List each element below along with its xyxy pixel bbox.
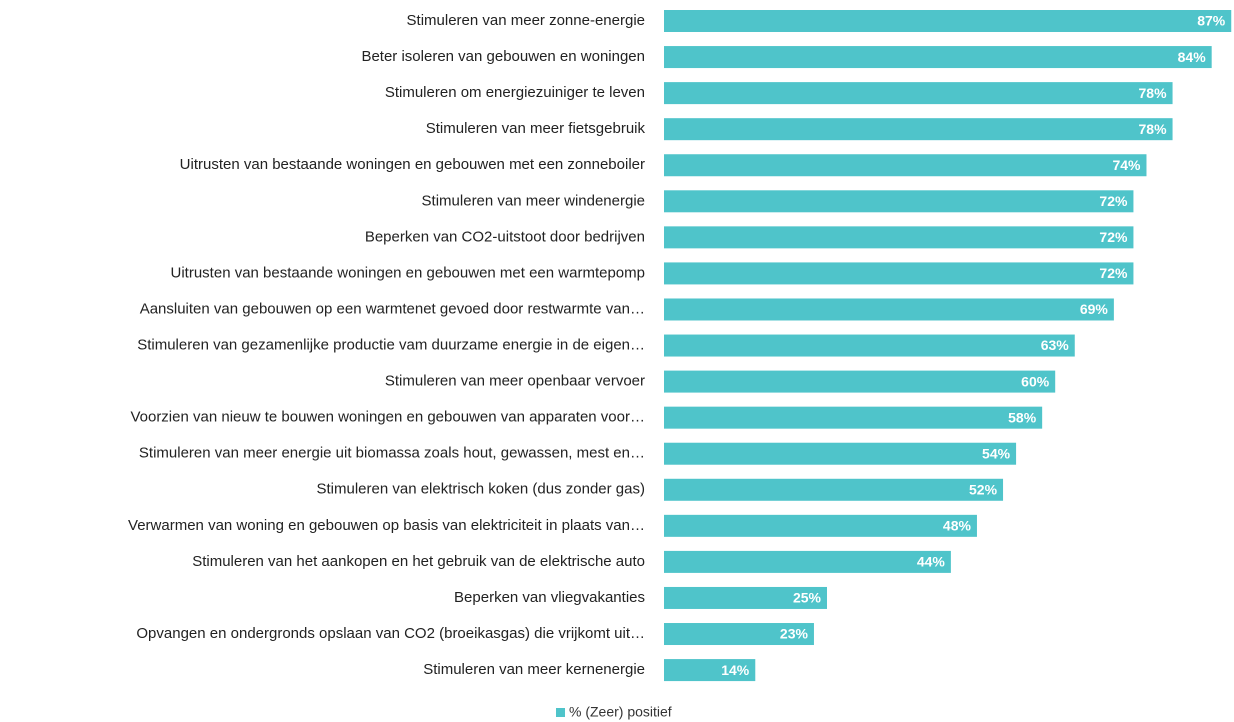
category-label: Voorzien van nieuw te bouwen woningen en… (130, 409, 645, 426)
value-label: 58% (1008, 409, 1037, 425)
bar (664, 478, 1004, 501)
bar (664, 226, 1134, 249)
value-label: 69% (1080, 301, 1109, 317)
category-label: Aansluiten van gebouwen op een warmtenet… (140, 300, 645, 317)
bar (664, 334, 1075, 357)
bar (664, 370, 1056, 393)
category-label: Stimuleren van het aankopen en het gebru… (192, 553, 645, 570)
category-label: Beperken van vliegvakanties (454, 589, 645, 606)
bar (664, 659, 756, 682)
category-label: Stimuleren van gezamenlijke productie va… (137, 337, 645, 354)
category-label: Stimuleren van meer windenergie (422, 192, 645, 209)
value-label: 23% (780, 626, 809, 642)
bar (664, 118, 1173, 141)
legend-swatch (556, 708, 565, 717)
value-label: 25% (793, 590, 822, 606)
bar (664, 586, 827, 609)
bar (664, 514, 977, 537)
bar (664, 442, 1017, 465)
bar (664, 82, 1173, 105)
category-label: Stimuleren van elektrisch koken (dus zon… (317, 481, 646, 498)
bar (664, 190, 1134, 213)
value-label: 60% (1021, 373, 1050, 389)
value-label: 44% (917, 554, 946, 570)
value-label: 84% (1178, 49, 1207, 65)
value-label: 78% (1139, 85, 1168, 101)
category-label: Opvangen en ondergronds opslaan van CO2 … (136, 625, 645, 642)
bar (664, 298, 1114, 321)
value-label: 72% (1099, 193, 1128, 209)
bar (664, 46, 1212, 69)
category-label: Verwarmen van woning en gebouwen op basi… (128, 517, 645, 534)
legend-label: % (Zeer) positief (569, 704, 672, 720)
category-label: Stimuleren van meer zonne-energie (407, 12, 645, 29)
value-label: 72% (1099, 265, 1128, 281)
category-label: Stimuleren van meer fietsgebruik (426, 120, 646, 137)
value-label: 48% (943, 518, 972, 534)
value-label: 74% (1112, 157, 1141, 173)
category-label: Stimuleren van meer kernenergie (423, 661, 645, 678)
value-label: 54% (982, 445, 1011, 461)
category-label: Beter isoleren van gebouwen en woningen (361, 48, 645, 65)
value-label: 52% (969, 481, 998, 497)
bar (664, 10, 1232, 32)
category-label: Stimuleren van meer openbaar vervoer (385, 373, 645, 390)
category-label: Beperken van CO2-uitstoot door bedrijven (365, 228, 645, 245)
value-label: 78% (1139, 121, 1168, 137)
bar (664, 154, 1147, 177)
bar (664, 550, 951, 573)
bar (664, 623, 814, 646)
category-label: Stimuleren van meer energie uit biomassa… (139, 445, 645, 462)
value-label: 87% (1197, 13, 1226, 29)
bar (664, 262, 1134, 285)
value-label: 14% (721, 662, 750, 678)
category-label: Uitrusten van bestaande woningen en gebo… (171, 264, 645, 281)
value-label: 72% (1099, 229, 1128, 245)
category-label: Uitrusten van bestaande woningen en gebo… (180, 156, 645, 173)
bar (664, 406, 1043, 429)
category-label: Stimuleren om energiezuiniger te leven (385, 84, 645, 101)
value-label: 63% (1041, 337, 1070, 353)
